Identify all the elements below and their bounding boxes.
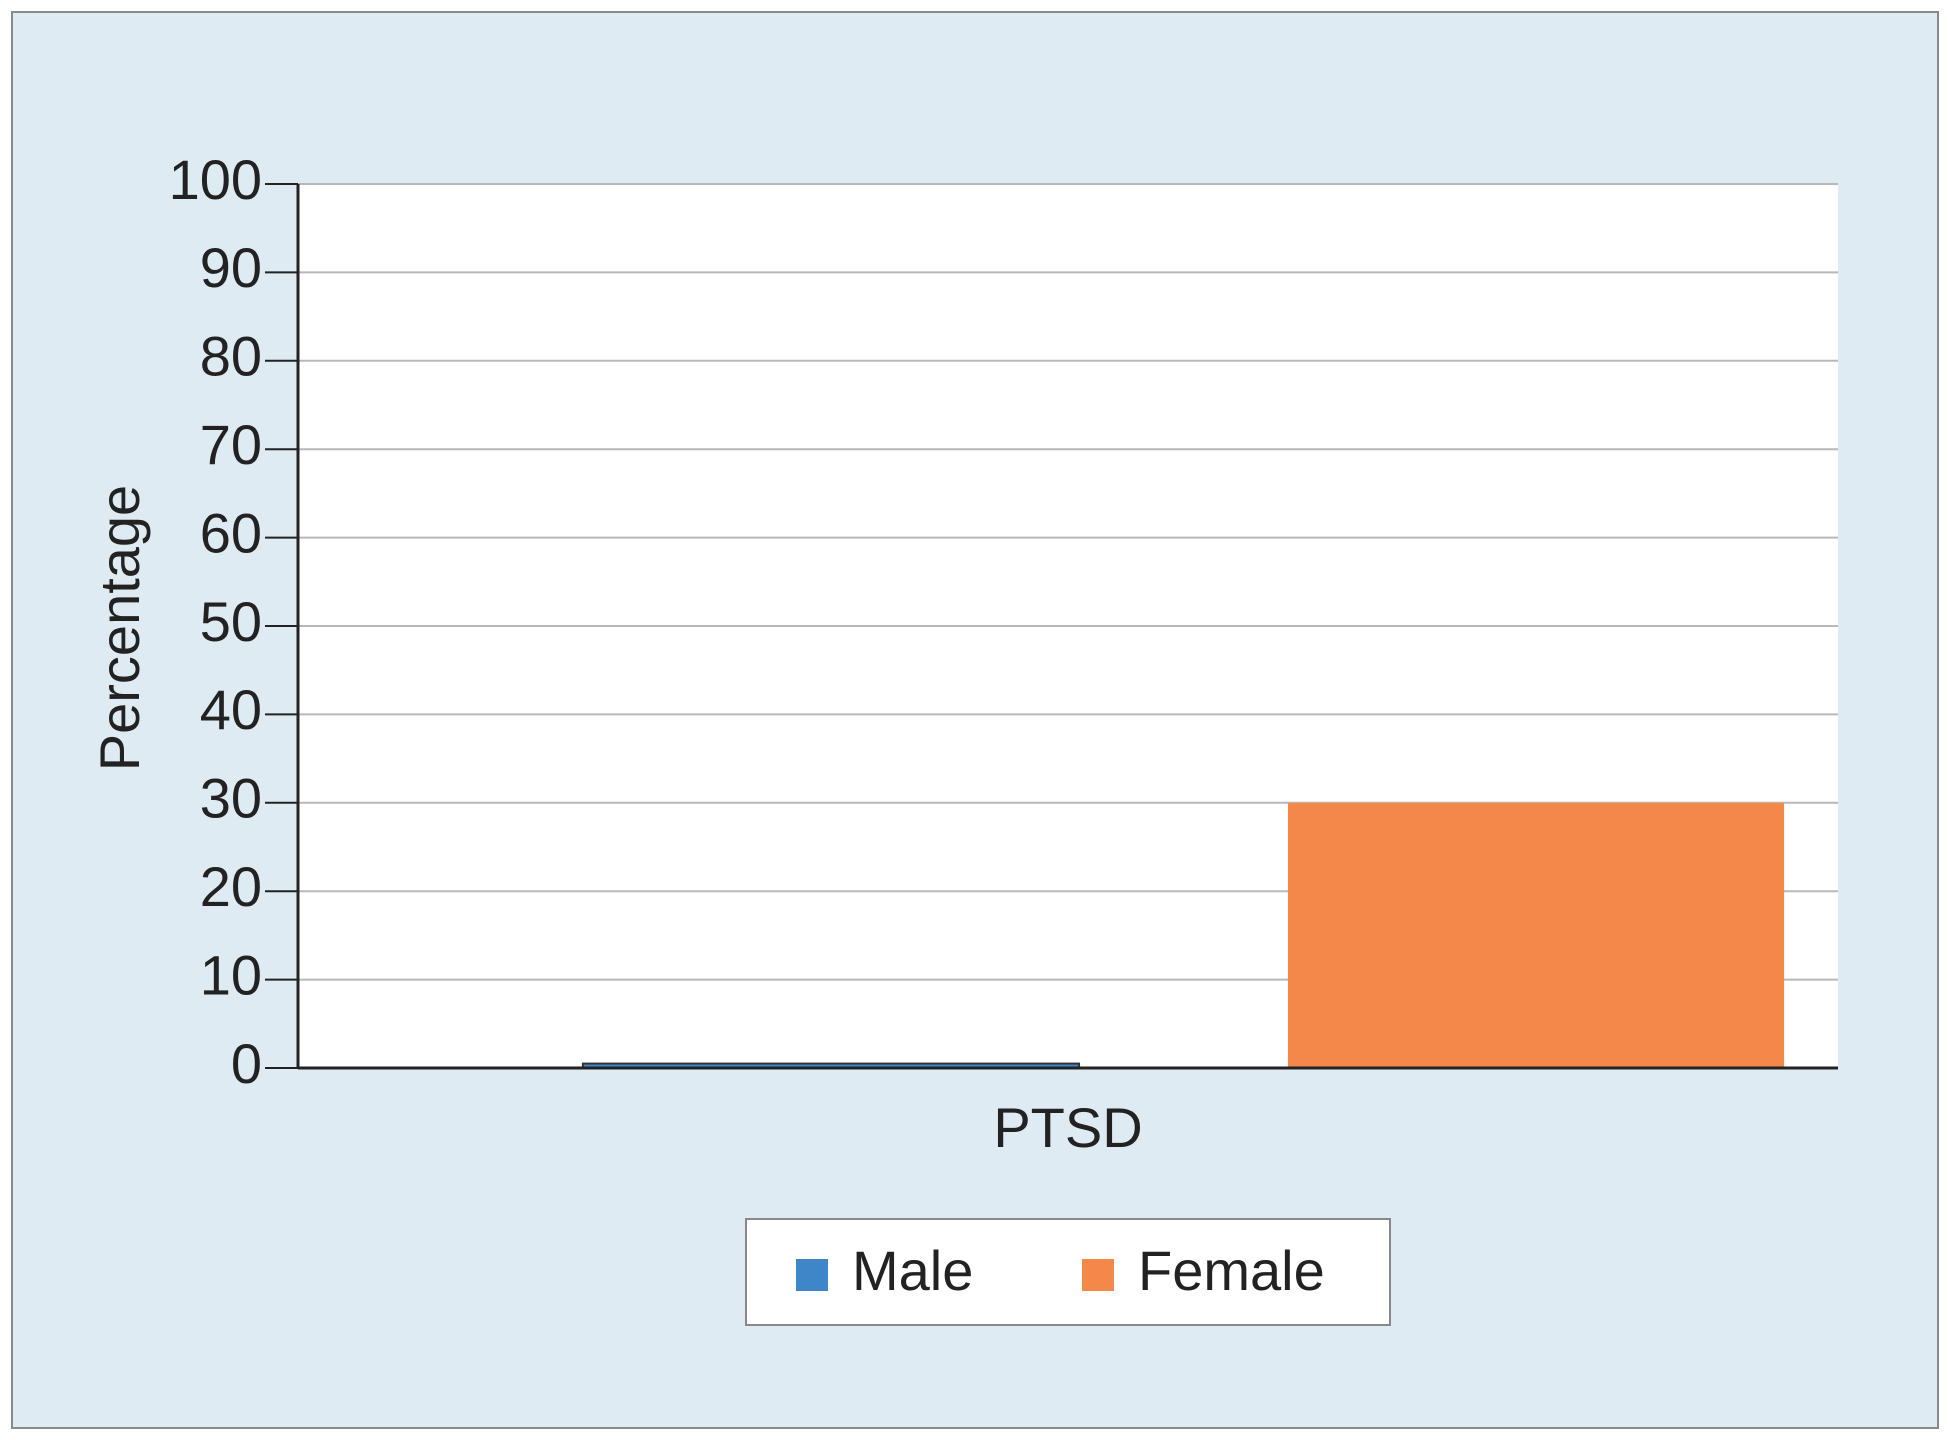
y-tick-label: 30 [200,767,262,830]
y-tick-label: 100 [169,148,262,211]
bar [1287,802,1785,1068]
y-tick-label: 20 [200,855,262,918]
y-tick-label: 50 [200,590,262,653]
y-tick-label: 60 [200,501,262,564]
y-tick-label: 10 [200,943,262,1006]
y-tick-label: 70 [200,413,262,476]
legend-label: Male [852,1239,973,1302]
y-tick-label: 40 [200,678,262,741]
x-tick-label: PTSD [993,1096,1142,1159]
legend [745,1218,1391,1326]
legend-label: Female [1138,1239,1325,1302]
y-axis-label: Percentage [88,485,151,771]
y-tick-label: 90 [200,236,262,299]
legend-swatch [1082,1259,1114,1291]
legend-swatch [796,1259,828,1291]
y-tick-label: 80 [200,325,262,388]
y-tick-label: 0 [231,1032,262,1095]
